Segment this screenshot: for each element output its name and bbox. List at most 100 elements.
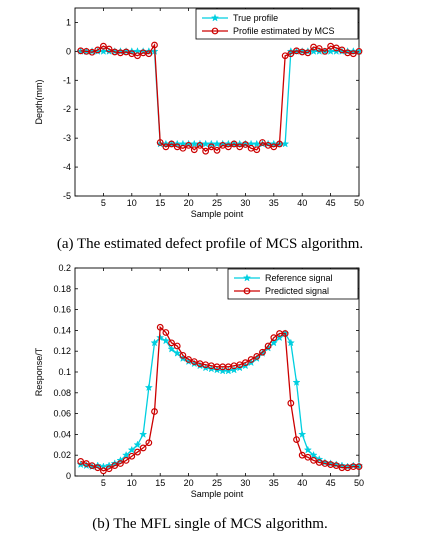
chart2-series-2-point <box>355 463 363 471</box>
chart1-series-2-point <box>207 143 215 151</box>
chart2-series-1-point <box>144 383 153 392</box>
chart1-xtick-label: 30 <box>240 198 250 208</box>
chart1-series-2-point <box>259 139 266 146</box>
chart1-legend-label: Profile estimated by MCS <box>233 26 335 36</box>
chart2-series-2-point <box>293 436 300 444</box>
chart1-series-2-point <box>105 45 113 53</box>
chart1-xtick-label: 35 <box>269 198 279 208</box>
chart1-legend-label: True profile <box>233 13 278 23</box>
chart2: 5 10 15 20 25 30 35 40 45 50 0 0.02 0.04 0.06 0.08 0.1 0… <box>34 263 364 499</box>
chart1-legend-box <box>195 8 359 40</box>
chart2-series-2-point <box>287 399 295 407</box>
chart1-series-2-point <box>338 46 346 54</box>
chart2-series-2-point <box>236 361 244 369</box>
chart1-series-2-point <box>145 50 153 58</box>
chart2-series-1-point <box>229 365 239 374</box>
chart1-ytick-label: -2 <box>63 104 71 114</box>
chart2-series-2-point <box>117 460 124 467</box>
chart2-ytick-label: 0.04 <box>53 429 71 439</box>
chart2-ytick-label: 0.1 <box>58 367 71 377</box>
chart1-xtick-label: 10 <box>127 198 137 208</box>
chart2-series-1-point <box>167 344 176 353</box>
chart1-series-2-point <box>230 140 238 148</box>
chart2-xtick-label: 25 <box>212 478 222 488</box>
chart1-series-2-point <box>270 143 278 151</box>
chart2-series-2-point <box>122 457 130 464</box>
chart2-series-2-point <box>247 356 255 363</box>
chart2-ytick-label: 0.2 <box>58 263 71 273</box>
chart2-xlabel: Sample point <box>191 489 244 499</box>
chart2-series-2-point <box>94 464 102 472</box>
chart1-xtick-label: 45 <box>326 198 336 208</box>
chart2-legend: Reference signal Predicted signal <box>227 268 359 300</box>
chart2-ytick-label: 0.06 <box>53 409 71 419</box>
chart2-series-2-point <box>151 408 158 415</box>
chart1-series-2-point <box>321 47 329 55</box>
chart2-series-1-point <box>286 338 295 347</box>
chart1-xtick-label: 40 <box>297 198 307 208</box>
chart1-series-2-point <box>185 141 193 149</box>
chart1-series-2-line <box>80 43 360 153</box>
chart2-ytick-label: 0.02 <box>53 450 71 460</box>
chart1-ytick-label: -1 <box>63 75 71 85</box>
chart2-caption: (b) The MFL single of MCS algorithm. <box>92 516 327 532</box>
chart1: 5 10 15 20 25 30 35 40 45 50 -5 -4 -3 -2 -1 0 1 Sample po… <box>34 7 364 219</box>
chart2-series-2-point <box>304 453 312 461</box>
chart2-series-1-point <box>315 455 324 463</box>
chart1-series-2-point <box>332 44 340 52</box>
chart2-legend-box <box>227 268 359 300</box>
chart1-series-2-point <box>88 48 96 56</box>
chart1-legend-swatch-marker <box>211 27 219 35</box>
chart1-series-2-point <box>179 144 187 152</box>
chart2-series-1-point <box>156 333 165 342</box>
chart1-series-2-point <box>236 143 244 151</box>
chart2-series-2-point <box>173 342 181 350</box>
chart2-series-2-point <box>310 457 317 464</box>
chart2-ytick-label: 0.08 <box>53 388 71 398</box>
chart2-series-1-point <box>161 336 170 345</box>
chart1-series-2-point <box>224 143 232 151</box>
chart2-series-2-point <box>179 351 187 359</box>
chart2-series-2-point <box>82 460 90 467</box>
chart2-legend-swatch-marker <box>242 273 252 282</box>
chart2-series-1-point <box>292 378 301 386</box>
chart2-ytick-label: 0.12 <box>53 346 71 356</box>
chart2-series-2-point <box>105 465 113 473</box>
chart1-xtick-label: 20 <box>184 198 194 208</box>
chart2-xtick-label: 50 <box>354 478 364 488</box>
chart1-xtick-label: 25 <box>212 198 222 208</box>
chart2-series-2-point <box>253 353 261 360</box>
chart1-series-2-point <box>241 141 249 148</box>
chart2-series-2-point <box>298 451 306 459</box>
chart2-series-1-point <box>224 366 233 375</box>
chart1-legend: True profile Profile estimated by MCS <box>195 8 359 40</box>
chart1-series-2-point <box>156 139 164 146</box>
chart1-xlabel: Sample point <box>191 209 244 219</box>
chart1-series-2-point <box>315 45 323 52</box>
chart2-legend-swatch-marker <box>243 287 251 295</box>
chart2-series-2-point <box>88 462 96 470</box>
chart2-series-2-point <box>99 467 107 475</box>
chart1-xtick-label: 5 <box>101 198 106 208</box>
chart2-series-2-point <box>77 458 85 465</box>
chart2-ytick-label: 0.18 <box>53 284 71 294</box>
chart2-xtick-label: 40 <box>297 478 307 488</box>
chart1-series-2-point <box>202 147 210 155</box>
chart2-legend-label: Reference signal <box>265 273 333 283</box>
chart2-xtick-label: 45 <box>326 478 336 488</box>
chart1-caption: (a) The estimated defect profile of MCS … <box>57 236 363 252</box>
chart1-ytick-label: 1 <box>66 17 71 27</box>
chart1-series-2-point <box>304 49 312 57</box>
chart1-series-2-point <box>190 146 198 154</box>
chart2-xtick-label: 20 <box>184 478 194 488</box>
chart1-series-2-point <box>99 42 107 50</box>
chart1-series-2-point <box>151 41 158 49</box>
chart1-series-2-point <box>94 46 102 54</box>
chart1-series-2-point <box>213 146 221 154</box>
chart1-series-2-point <box>134 52 141 60</box>
chart2-series-1-point <box>309 450 318 459</box>
chart1-series-2-point <box>162 143 170 151</box>
chart1-ylabel: Depth(mm) <box>34 79 44 124</box>
chart1-series-2-point <box>196 141 204 149</box>
